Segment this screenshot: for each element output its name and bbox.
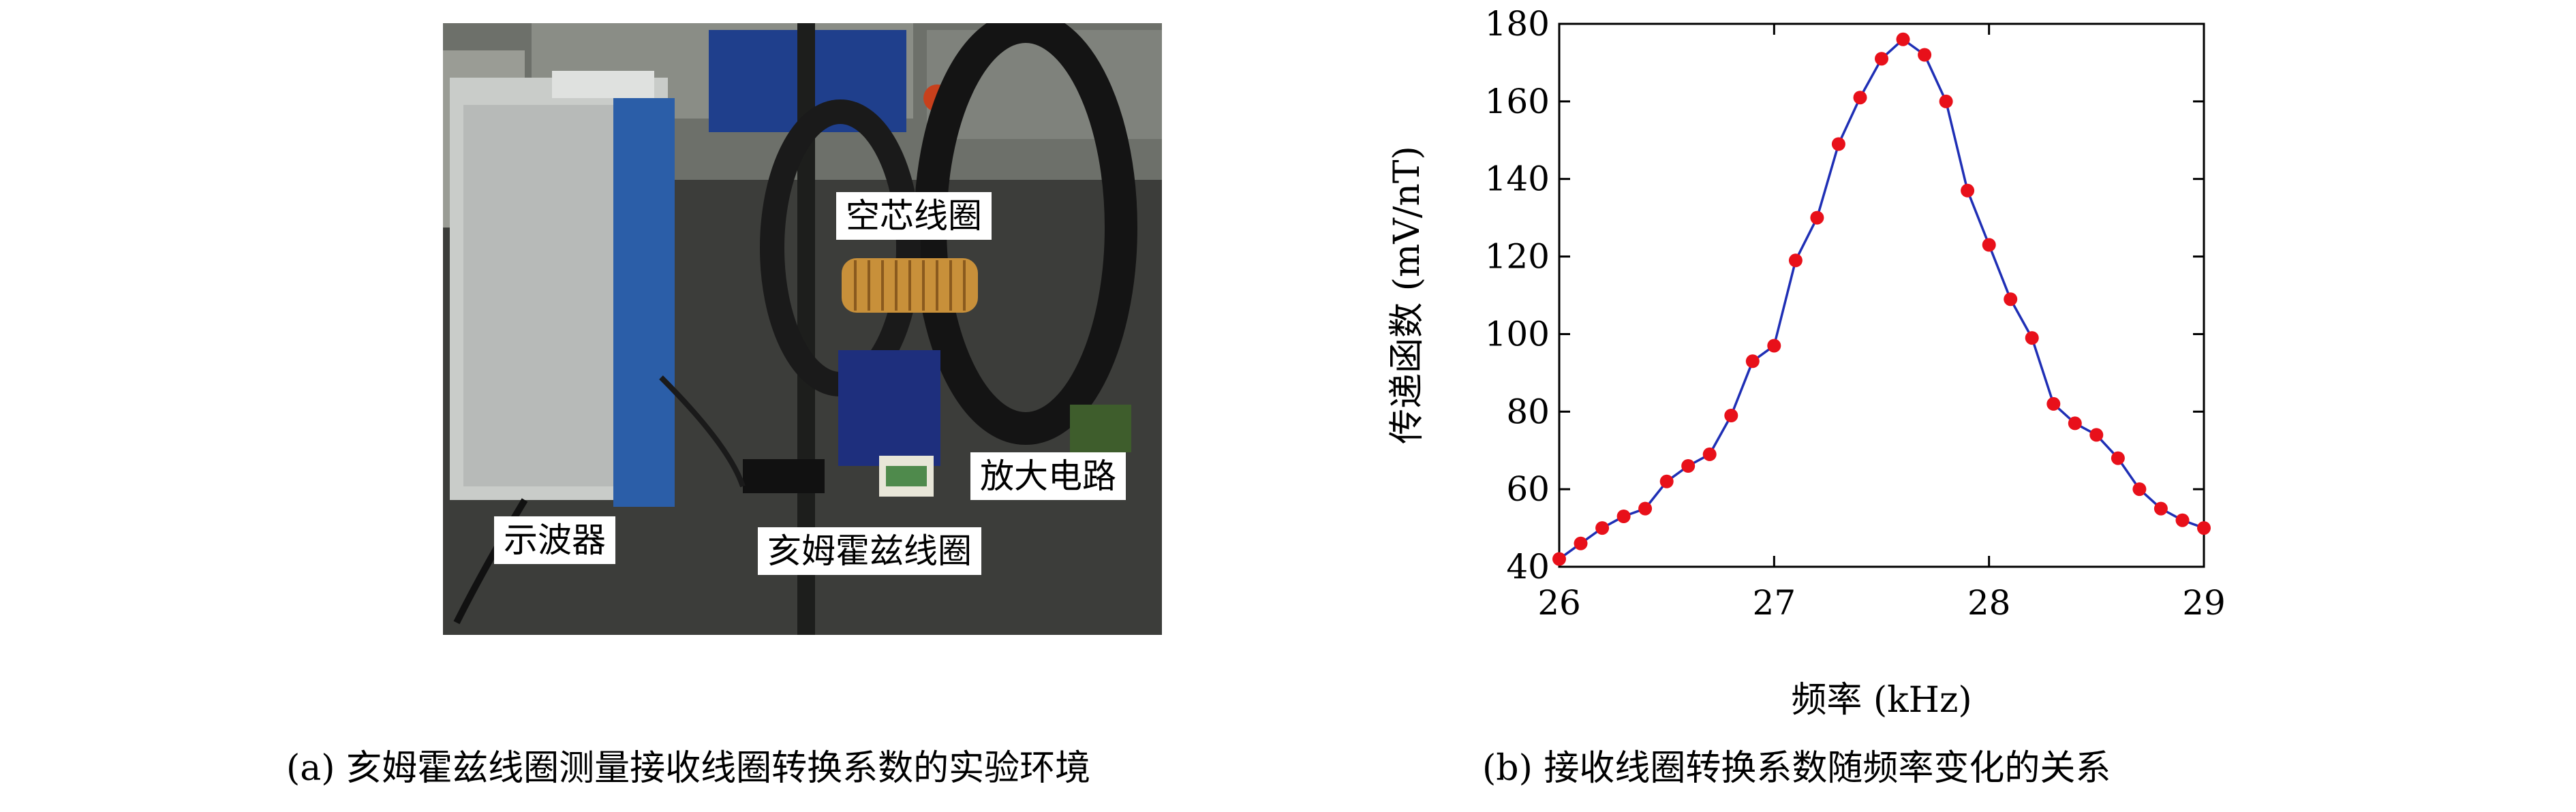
amplifier-label: 放大电路 [970,452,1126,500]
data-point [2004,292,2018,307]
data-point [1810,210,1824,225]
y-tick-label: 180 [1485,4,1550,44]
data-point [1574,536,1588,550]
data-point [2197,521,2211,535]
y-tick-label: 80 [1506,392,1550,431]
data-point [1552,552,1566,566]
data-point [1702,447,1717,461]
data-point [2175,513,2190,527]
data-point [2111,451,2125,465]
y-tick-label: 40 [1506,547,1550,587]
y-axis-label: 传递函数 (mV/nT) [1387,146,1428,444]
x-tick-label: 29 [2182,583,2226,623]
data-point [2153,501,2168,516]
air-coil-label: 空芯线圈 [836,192,992,240]
data-point [2025,331,2039,345]
y-tick-label: 100 [1485,314,1550,354]
x-axis-label: 频率 (kHz) [1791,680,1972,721]
data-point [1961,183,1975,198]
data-point [2068,416,2082,431]
data-point [2132,482,2147,497]
data-point [1681,459,1696,473]
data-point [1638,501,1653,516]
data-point [1853,91,1867,105]
data-point [2046,396,2061,411]
data-point [1745,354,1760,369]
transfer-function-chart: 40 60 80 100 120 140 160 180 26 27 28 29 频率 (kHz) … [1387,4,2226,721]
x-tick-label: 26 [1537,583,1581,623]
x-tick-label: 27 [1753,583,1796,623]
experiment-photo: 空芯线圈 放大电路 示波器 亥姆霍兹线圈 [443,23,1162,635]
data-point [1896,32,1910,46]
data-point [1831,137,1845,151]
y-axis-ticks: 40 60 80 100 120 140 160 180 [1485,4,2204,587]
oscilloscope-label: 示波器 [494,516,615,564]
series-line [1558,37,2205,561]
data-point [1616,510,1631,523]
caption-left: (a) 亥姆霍兹线圈测量接收线圈转换系数的实验环境 [286,748,1091,789]
data-point [1767,339,1781,353]
data-point [1918,48,1932,62]
experiment-photo-drawing [443,23,1162,635]
data-point [1659,474,1674,488]
y-tick-label: 140 [1485,159,1550,199]
y-tick-label: 160 [1485,82,1550,121]
caption-right: (b) 接收线圈转换系数随频率变化的关系 [1482,748,2111,789]
y-tick-label: 60 [1506,469,1550,509]
y-tick-label: 120 [1485,237,1550,277]
data-point [1724,409,1738,422]
plot-frame [1558,22,2205,568]
data-point [1595,521,1610,535]
helmholtz-coil-label: 亥姆霍兹线圈 [758,527,981,575]
data-point [1982,238,1996,252]
data-point [1788,253,1803,268]
x-axis-ticks: 26 27 28 29 [1537,24,2226,623]
data-point [1875,52,1888,66]
series-group [1552,32,2211,566]
data-point [2089,428,2104,442]
x-tick-label: 28 [1967,583,2011,623]
data-point [1939,94,1953,108]
